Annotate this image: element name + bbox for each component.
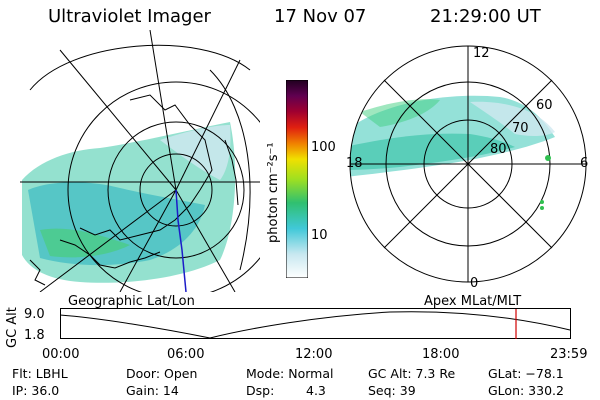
gc-alt-info: GC Alt: 7.3 Re	[368, 366, 456, 381]
date-label: 17 Nov 07	[274, 6, 367, 27]
colorbar	[286, 80, 308, 278]
dsp-label: Dsp:	[246, 383, 275, 398]
mlt-label-6: 6	[580, 156, 589, 171]
mlat-label-80: 80	[490, 142, 507, 157]
mlat-label-70: 70	[512, 121, 529, 136]
geographic-panel-label: Geographic Lat/Lon	[68, 294, 195, 309]
gain-info: Gain: 14	[126, 383, 179, 398]
colorbar-tick-10: 10	[311, 228, 328, 243]
filter-info: Flt: LBHL	[12, 366, 68, 381]
mlt-label-0: 0	[470, 276, 479, 291]
door-info: Door: Open	[126, 366, 198, 381]
coastline-greenland	[79, 94, 213, 241]
glon-info: GLon: 330.2	[488, 383, 564, 398]
geographic-map	[20, 30, 260, 292]
colorbar-unit-label: photon cm⁻²s⁻¹	[266, 142, 281, 243]
coastline-scandinavia	[59, 239, 161, 269]
mode-info: Mode: Normal	[246, 366, 334, 381]
altitude-curve	[60, 311, 571, 339]
seq-info: Seq: 39	[368, 383, 416, 398]
mlat-label-60: 60	[536, 98, 553, 113]
glat-info: GLat: −78.1	[488, 366, 564, 381]
apex-panel-label: Apex MLat/MLT	[424, 294, 522, 309]
altitude-ylabel: GC Alt	[5, 307, 20, 348]
xtick-1800: 18:00	[422, 347, 460, 362]
altitude-plot	[60, 308, 571, 339]
mlt-label-12: 12	[473, 46, 490, 61]
ip-info: IP: 36.0	[12, 383, 60, 398]
instrument-title: Ultraviolet Imager	[48, 6, 211, 27]
magnetic-meridian	[175, 189, 187, 292]
time-label: 21:29:00 UT	[430, 6, 541, 27]
altitude-ytick-1: 1.8	[24, 328, 45, 343]
dsp-value: 4.3	[306, 383, 326, 398]
xtick-0600: 06:00	[167, 347, 205, 362]
xtick-1200: 12:00	[295, 347, 333, 362]
mlt-dial	[349, 45, 587, 283]
xtick-0000: 00:00	[42, 347, 80, 362]
mlt-label-18: 18	[346, 156, 363, 171]
xtick-2359: 23:59	[550, 347, 588, 362]
colorbar-tick-100: 100	[311, 140, 336, 155]
altitude-ytick-9: 9.0	[24, 307, 45, 322]
